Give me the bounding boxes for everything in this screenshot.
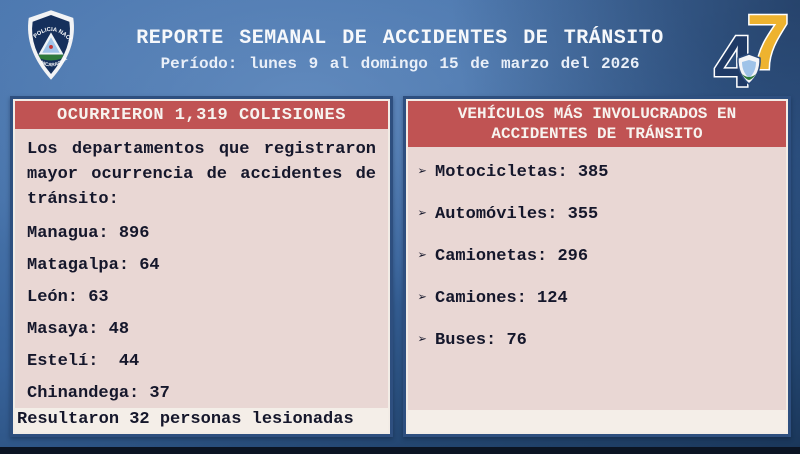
page-subtitle: Período: lunes 9 al domingo 15 de marzo …	[160, 55, 640, 73]
vehicle-stat-label: Camiones: 124	[435, 289, 568, 308]
vehicles-panel: VEHÍCULOS MÁS INVOLUCRADOS EN ACCIDENTES…	[403, 96, 791, 437]
vehicle-stat-motocicletas: ➢ Motocicletas: 385	[408, 163, 786, 183]
vehicle-stat-camiones: ➢ Camiones: 124	[408, 289, 786, 309]
anniversary-47-logo: 7 4	[712, 0, 791, 95]
vehicle-stat-label: Automóviles: 355	[435, 205, 599, 224]
vehicles-panel-body: ➢ Motocicletas: 385 ➢ Automóviles: 355 ➢…	[408, 147, 786, 410]
emblem-dot	[49, 45, 53, 49]
anniversary-digit-7: 7	[746, 0, 789, 86]
vehicle-stat-camionetas: ➢ Camionetas: 296	[408, 247, 786, 267]
anniversary-mini-shield-icon	[737, 53, 761, 85]
arrow-bullet-icon: ➢	[418, 290, 428, 307]
collisions-panel-body: Los departamentos que registraron mayor …	[15, 129, 388, 408]
vehicle-stat-label: Buses: 76	[435, 331, 527, 350]
vehicle-stat-automoviles: ➢ Automóviles: 355	[408, 205, 786, 225]
arrow-bullet-icon: ➢	[418, 248, 428, 265]
department-stat-chinandega: Chinandega: 37	[27, 384, 170, 403]
bottom-dark-band	[0, 447, 800, 454]
injuries-footer: Resultaron 32 personas lesionadas	[15, 408, 388, 432]
collisions-intro-text: Los departamentos que registraron mayor …	[27, 140, 376, 209]
arrow-bullet-icon: ➢	[418, 206, 428, 223]
vehicles-footer-strip	[408, 410, 786, 432]
vehicles-panel-header: VEHÍCULOS MÁS INVOLUCRADOS EN ACCIDENTES…	[408, 101, 786, 147]
department-stat-matagalpa: Matagalpa: 64	[27, 256, 160, 275]
vehicle-stat-label: Camionetas: 296	[435, 247, 589, 266]
emblem-base	[38, 54, 64, 61]
collisions-panel: OCURRIERON 1,319 COLISIONES Los departam…	[10, 96, 393, 437]
department-stat-leon: León: 63	[27, 288, 109, 307]
collisions-panel-header: OCURRIERON 1,319 COLISIONES	[15, 101, 388, 129]
department-stat-esteli: Estelí: 44	[27, 352, 140, 371]
vehicle-stat-label: Motocicletas: 385	[435, 163, 609, 182]
department-stat-managua: Managua: 896	[27, 224, 150, 243]
vehicle-stat-buses: ➢ Buses: 76	[408, 331, 786, 351]
arrow-bullet-icon: ➢	[418, 332, 428, 349]
department-stat-masaya: Masaya: 48	[27, 320, 130, 339]
page-title: REPORTE SEMANAL DE ACCIDENTES DE TRÁNSIT…	[136, 27, 664, 50]
vehicles-header-line1: VEHÍCULOS MÁS INVOLUCRADOS EN	[457, 105, 737, 123]
vehicles-header-line2: ACCIDENTES DE TRÁNSITO	[491, 125, 703, 143]
police-nacional-shield-icon: POLICIA NACIONAL NICARAGUA	[22, 8, 74, 80]
arrow-bullet-icon: ➢	[418, 164, 428, 181]
